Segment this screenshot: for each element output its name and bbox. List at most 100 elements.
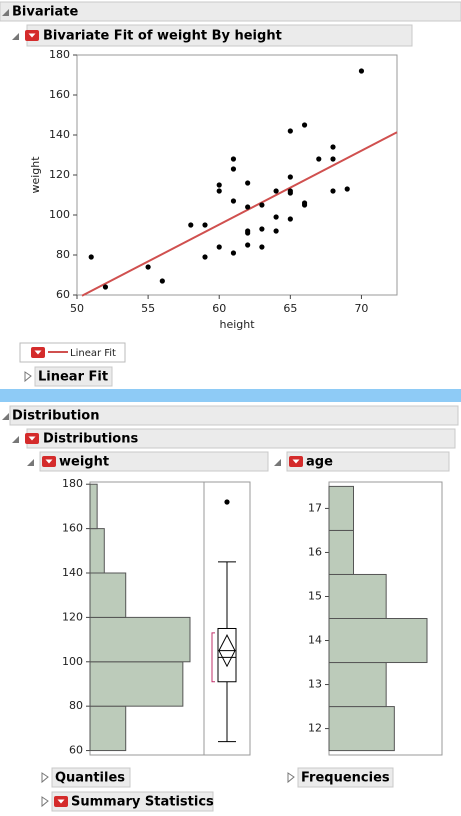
outline-title: Frequencies	[301, 771, 390, 786]
histogram-bar	[89, 528, 105, 574]
outline-bar	[51, 767, 131, 788]
histogram-bar	[89, 572, 127, 618]
data-point	[316, 156, 322, 162]
y-axis-label: weight	[29, 156, 42, 194]
data-point	[230, 198, 237, 204]
y-tick-label: 100	[62, 655, 83, 668]
data-point	[287, 128, 293, 134]
data-point	[287, 190, 293, 196]
data-point	[159, 278, 165, 284]
histogram-bar	[328, 662, 387, 708]
histogram-bar	[328, 529, 354, 575]
x-tick-label: 60	[212, 302, 226, 315]
outline-bar	[0, 1, 461, 22]
outline-title: Bivariate	[12, 5, 78, 20]
y-tick-label: 140	[62, 566, 83, 579]
data-point	[188, 222, 194, 228]
y-tick-label: 60	[69, 744, 83, 757]
outline-bar	[286, 451, 450, 472]
data-point	[330, 156, 336, 162]
data-point	[273, 188, 279, 194]
menu-button[interactable]	[289, 456, 303, 467]
disclosure-icon[interactable]	[24, 371, 32, 383]
data-point	[230, 250, 237, 256]
disclosure-icon[interactable]	[12, 436, 19, 443]
selection-bar	[0, 389, 461, 402]
y-tick-label: 16	[308, 545, 322, 558]
data-point	[301, 122, 308, 128]
data-point	[259, 202, 265, 208]
data-point	[273, 214, 279, 220]
outline-title: Linear Fit	[38, 370, 108, 385]
y-tick-label: 15	[308, 589, 322, 602]
outline-title: Distribution	[12, 409, 99, 424]
histogram-bar	[328, 573, 387, 619]
data-point	[216, 182, 222, 188]
histogram-bar	[89, 705, 127, 752]
data-point	[145, 264, 151, 270]
x-tick-label: 65	[283, 302, 297, 315]
menu-button[interactable]	[31, 347, 45, 358]
outline-title: age	[306, 455, 333, 470]
data-point	[330, 144, 336, 150]
data-point	[273, 228, 279, 234]
box	[217, 627, 237, 683]
y-tick-label: 80	[56, 248, 70, 261]
data-point	[230, 166, 237, 172]
data-point	[230, 156, 237, 162]
data-point	[287, 174, 293, 180]
outline-title: Bivariate Fit of weight By height	[43, 29, 282, 44]
disclosure-icon[interactable]	[41, 772, 49, 784]
y-tick-label: 160	[62, 522, 83, 535]
x-tick-label: 50	[70, 302, 84, 315]
x-tick-label: 55	[141, 302, 155, 315]
y-tick-label: 14	[308, 634, 322, 647]
y-tick-label: 80	[69, 699, 83, 712]
data-point	[358, 68, 365, 74]
disclosure-icon[interactable]	[12, 33, 19, 40]
menu-button[interactable]	[42, 456, 56, 467]
histogram-bar	[89, 616, 191, 663]
data-point	[259, 226, 265, 232]
disclosure-icon[interactable]	[274, 459, 281, 466]
data-point	[216, 244, 222, 250]
outline-title: Distributions	[43, 432, 138, 447]
shortest-half	[211, 632, 215, 683]
disclosure-icon[interactable]	[27, 459, 34, 466]
data-point	[202, 254, 208, 260]
disclosure-icon[interactable]	[2, 9, 9, 16]
outline-bar	[51, 791, 214, 812]
x-axis-label: height	[219, 318, 255, 331]
disclosure-icon[interactable]	[287, 772, 295, 784]
data-point	[245, 230, 251, 236]
outline-bar	[39, 451, 269, 472]
menu-button[interactable]	[25, 30, 39, 41]
outlier	[224, 499, 230, 505]
menu-button[interactable]	[54, 796, 68, 807]
data-point	[344, 186, 350, 192]
x-tick-label: 70	[354, 302, 368, 315]
data-point	[102, 284, 109, 290]
data-point	[259, 244, 265, 250]
outline-bar	[297, 767, 394, 788]
y-tick-label: 160	[49, 88, 70, 101]
disclosure-icon[interactable]	[2, 413, 9, 420]
y-tick-label: 100	[49, 208, 70, 221]
y-tick-label: 120	[62, 610, 83, 623]
histogram-bar	[328, 485, 354, 531]
y-tick-label: 13	[308, 678, 322, 691]
menu-button[interactable]	[25, 433, 39, 444]
disclosure-icon[interactable]	[41, 796, 49, 808]
y-tick-label: 17	[308, 501, 322, 514]
data-point	[88, 254, 94, 260]
data-point	[301, 202, 308, 208]
data-point	[245, 180, 251, 186]
plot-frame	[76, 54, 398, 296]
histogram-bar	[328, 618, 428, 664]
data-point	[245, 204, 251, 210]
y-tick-label: 60	[56, 288, 70, 301]
histogram-bar	[89, 661, 184, 707]
outline-title: Quantiles	[55, 771, 125, 786]
data-point	[245, 242, 251, 248]
